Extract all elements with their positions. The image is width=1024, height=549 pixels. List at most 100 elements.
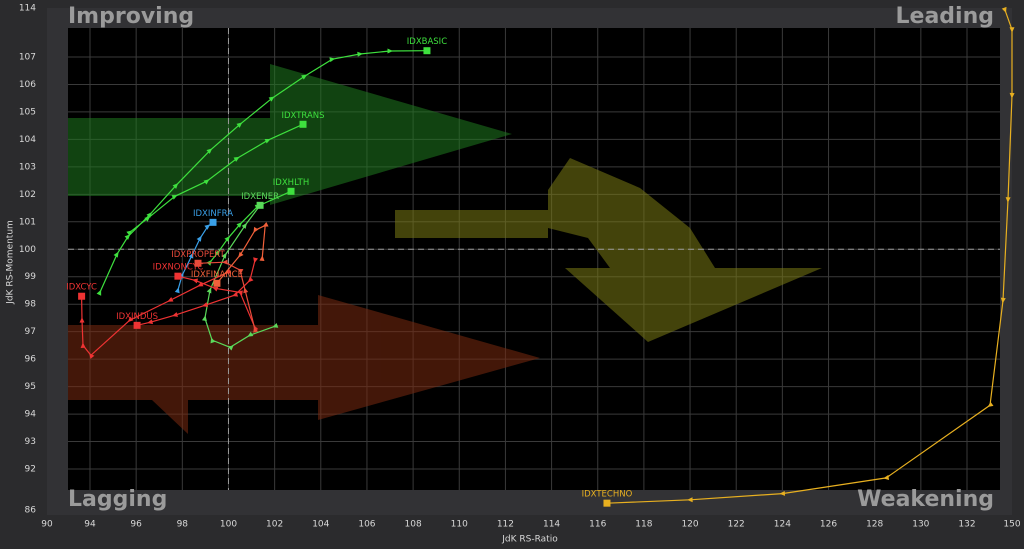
trail-marker — [301, 74, 308, 80]
series-label: IDXFINANCE — [191, 270, 243, 280]
y-tick-label: 99 — [25, 272, 37, 282]
y-tick-label: 101 — [19, 217, 36, 227]
trail-marker — [126, 230, 133, 236]
series-label: IDXTECHNO — [582, 490, 633, 500]
trail-marker — [214, 249, 220, 256]
series-label: IDXHLTH — [273, 178, 309, 188]
trail-marker — [329, 57, 336, 63]
trail-marker — [1009, 27, 1015, 33]
y-tick-label: 98 — [25, 300, 37, 310]
x-tick-label: 150 — [1003, 520, 1020, 530]
head-marker — [423, 47, 431, 55]
trail-marker — [883, 475, 890, 480]
trail-marker — [96, 289, 102, 296]
y-tick-label: 100 — [19, 245, 36, 255]
trail — [606, 9, 1013, 504]
y-tick-label: 93 — [25, 437, 36, 447]
leading-arrow — [395, 158, 822, 342]
trail-marker — [147, 319, 154, 325]
trail-marker — [236, 122, 243, 128]
trail-marker — [236, 222, 243, 228]
trail-marker — [203, 179, 210, 185]
trail-marker — [259, 255, 265, 262]
x-tick-label: 128 — [866, 520, 883, 530]
x-tick-label: 110 — [451, 520, 468, 530]
x-tick-label: 108 — [405, 520, 422, 530]
y-tick-label: 105 — [19, 107, 36, 117]
series-label: IDXPROPERT — [171, 250, 225, 260]
trail-marker — [987, 401, 994, 408]
ticks: 90 94 96 98 100 102 104 106 108 110 112 114 116 118 12… — [19, 4, 1021, 530]
trail-marker — [221, 252, 227, 259]
x-tick-label: 120 — [681, 520, 698, 530]
x-tick-label: 126 — [820, 520, 837, 530]
trail-marker — [779, 490, 786, 496]
trail-marker — [357, 51, 363, 57]
x-tick-label: 122 — [728, 520, 745, 530]
x-tick-label: 132 — [958, 520, 975, 530]
trail-marker — [272, 323, 279, 328]
trail-marker — [174, 287, 180, 294]
trail-marker — [124, 234, 131, 240]
x-tick-label: 94 — [84, 520, 96, 530]
y-tick-label: 86 — [25, 506, 37, 516]
trail-marker — [687, 497, 693, 503]
trail-marker — [253, 326, 259, 333]
y-tick-label: 106 — [19, 80, 36, 90]
trail-marker — [243, 287, 249, 294]
series-label: IDXBASIC — [407, 37, 447, 47]
trail-marker — [237, 290, 243, 296]
trail-marker — [1001, 6, 1007, 13]
head-marker — [133, 321, 141, 329]
y-tick-label: 96 — [25, 355, 37, 365]
x-tick-label: 124 — [774, 520, 791, 530]
trail-marker — [268, 96, 275, 102]
trail-marker — [212, 286, 219, 292]
trail-marker — [253, 257, 259, 264]
trail-marker — [253, 226, 259, 233]
x-tick-label: 130 — [912, 520, 929, 530]
series-label: IDXTRANS — [281, 111, 324, 121]
trail-marker — [233, 156, 240, 162]
quadrant-label: Weakening — [857, 487, 994, 512]
x-tick-label: 102 — [266, 520, 283, 530]
trail-marker — [1000, 297, 1006, 304]
y-tick-label: 107 — [19, 53, 36, 63]
y-axis-title: JdK RS-Momentum — [6, 220, 16, 305]
trail-marker — [1009, 92, 1015, 99]
y-tick-label: 97 — [25, 327, 36, 337]
x-tick-label: 118 — [635, 520, 652, 530]
trail-marker — [188, 252, 194, 259]
trail-marker — [206, 287, 212, 294]
trail-marker — [79, 317, 85, 323]
trail-marker — [224, 236, 230, 242]
x-tick-label: 98 — [177, 520, 189, 530]
series-label: IDXINDUS — [116, 312, 158, 322]
trail-marker — [167, 297, 174, 302]
head-marker — [194, 259, 202, 267]
trail-marker — [172, 312, 178, 317]
series-label: IDXCYC — [66, 283, 97, 293]
rotation-arrows — [68, 64, 822, 434]
trail-marker — [262, 222, 269, 227]
trail-marker — [387, 48, 393, 54]
trail-marker — [171, 195, 178, 200]
y-tick-label: 104 — [19, 135, 36, 145]
head-marker — [174, 272, 182, 280]
quadrant-label: Improving — [68, 4, 194, 29]
trail-marker — [225, 268, 232, 274]
series-label: IDXNONCYC — [153, 263, 204, 273]
head-marker — [78, 292, 86, 300]
quadrant-label: Lagging — [68, 487, 167, 512]
head-marker — [256, 201, 264, 209]
trail-marker — [202, 302, 209, 307]
trail-marker — [172, 183, 179, 189]
head-marker — [209, 218, 217, 226]
improving-arrow — [68, 64, 512, 205]
trail-marker — [247, 276, 254, 283]
trail-marker — [206, 148, 213, 154]
trail-marker — [204, 224, 211, 230]
y-tick-label: 94 — [25, 410, 37, 420]
x-tick-label: 90 — [41, 520, 53, 530]
